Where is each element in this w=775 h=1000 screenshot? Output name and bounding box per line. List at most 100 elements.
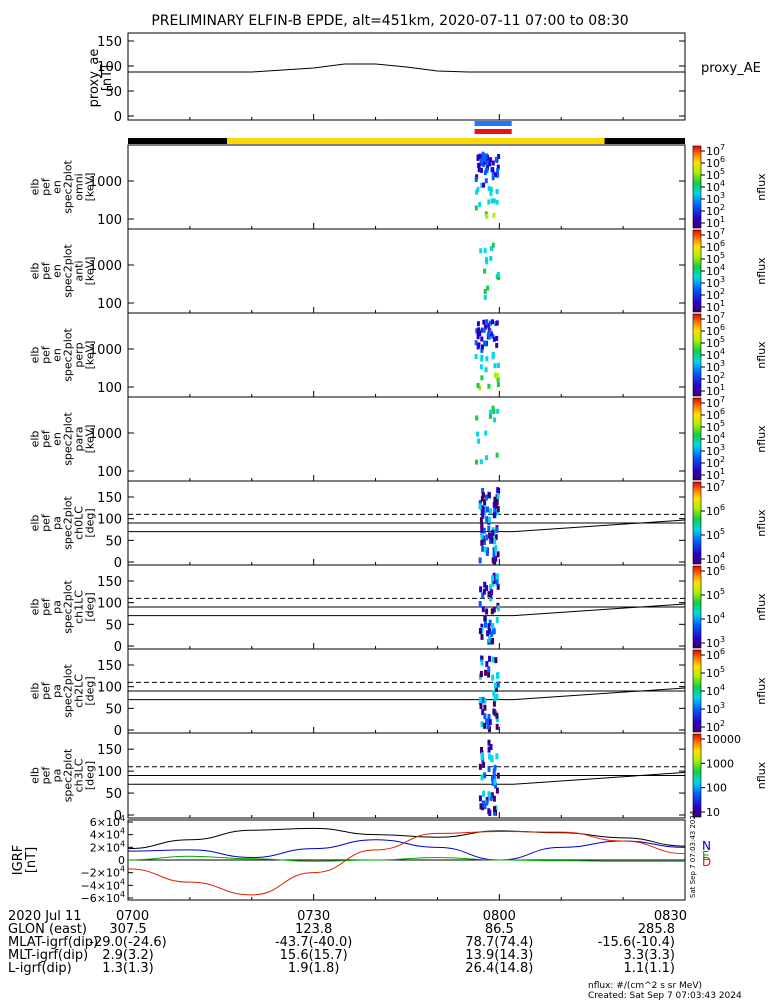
spectrogram-cell <box>486 285 490 291</box>
spectrogram-cell <box>488 516 491 523</box>
igrf-legend-e: E <box>702 849 710 863</box>
colorbar-tick-label: 107 <box>706 227 725 242</box>
spectrogram-cell <box>489 255 493 261</box>
spectrogram-cell <box>489 246 493 252</box>
spectrogram-cell <box>491 626 495 633</box>
colorbar-tick-label: 103 <box>706 359 725 374</box>
spectrogram-cell <box>497 154 501 159</box>
spectrogram-cell <box>483 615 487 622</box>
panel-ylabel-line-3: spec2plot <box>61 412 74 466</box>
panel-ytick-label: 100 <box>97 465 122 480</box>
spectrogram-cell <box>482 159 486 165</box>
spectrogram-cell <box>489 186 493 192</box>
colorbar <box>692 565 702 649</box>
spectrogram-cell <box>496 506 500 513</box>
igrf-ytick-label: −6×104 <box>81 890 125 905</box>
spectrogram-cell <box>490 608 494 615</box>
spectrogram-cell <box>489 537 492 544</box>
colorbar-tick-label: 102 <box>706 203 725 218</box>
spectrogram-cell <box>491 529 495 536</box>
spectrogram-cell <box>496 493 500 499</box>
created-stamp: Created: Sat Sep 7 07:03:43 2024 <box>588 991 742 1000</box>
spectrogram-cell <box>480 167 483 173</box>
igrf-lines <box>127 827 686 896</box>
spectrogram-cell <box>480 659 484 666</box>
spectrogram-cell <box>487 591 491 598</box>
footer-cell: 1.3(1.3) <box>102 961 154 976</box>
ae-ytick-label: 150 <box>97 35 122 50</box>
ae-panel: 150 100 50 0 proxy_ae[nT] proxy_AE <box>87 32 761 125</box>
spectrogram-cell <box>480 633 484 640</box>
ae-ylabel-line-1: [nT] <box>100 65 115 91</box>
spectrogram-cell <box>489 794 493 801</box>
panel-ylabel-line-4: anti <box>72 260 85 281</box>
spectrogram-cell <box>494 545 498 552</box>
panel-ylabel-line-4: para <box>72 427 85 452</box>
spectrogram-cell <box>493 172 497 178</box>
spectrogram-cell <box>493 764 497 771</box>
spectrogram-cell <box>488 161 492 167</box>
spectrogram-cell <box>483 697 487 704</box>
spectrogram-cell <box>474 176 478 182</box>
colorbar-tick-label: 106 <box>706 563 725 578</box>
spectrogram-cell <box>485 356 489 362</box>
spectrogram-cell <box>491 575 495 582</box>
spectrogram-cell <box>493 778 497 785</box>
spectrogram-cell <box>496 772 500 779</box>
spectrogram-cell <box>484 430 488 436</box>
science-zone-bars <box>474 121 512 134</box>
colorbar-label: nflux <box>755 341 768 369</box>
spectrogram-cell <box>476 155 480 161</box>
spectrogram-cell <box>484 367 488 373</box>
panel-ylabel-line-5: [keV] <box>83 341 96 370</box>
colorbar-tick-label: 102 <box>706 455 725 470</box>
panel-ylabel-line-4: ch3LC <box>72 758 85 792</box>
panel-ylabel-line-4: ch1LC <box>72 590 85 624</box>
panel-ylabel-line-3: spec2plot <box>61 328 74 382</box>
colorbar-tick-label: 107 <box>706 395 725 410</box>
panel-ylabel-line-2: pa <box>50 769 63 783</box>
panel-ylabel-line-0: elb <box>28 515 41 532</box>
colorbar-tick-label: 105 <box>706 665 725 680</box>
footer-cell: 26.4(14.8) <box>465 961 533 976</box>
spectrogram-cell <box>492 773 496 780</box>
spectrogram-cell <box>492 700 496 707</box>
panel-ylabel-line-2: pa <box>50 684 63 698</box>
panel-ylabel-line-2: en <box>50 264 63 278</box>
spectrogram-cell <box>495 499 499 506</box>
igrf-stamp: Sat Sep 7 07:03:43 2024 <box>689 810 697 898</box>
spectrogram-cell <box>474 354 478 360</box>
panel-3: 1000100elbpefenspec2plotpara[keV]1071061… <box>28 395 768 482</box>
colorbar-tick-label: 104 <box>706 431 725 446</box>
ae-yticks: 150 100 50 0 <box>97 35 685 125</box>
spectrogram-cell <box>478 795 482 802</box>
panel-ytick-label: 1000 <box>89 259 122 274</box>
igrf-ylabel-line-0: IGRF <box>11 845 26 875</box>
spectrogram-cell <box>490 755 494 762</box>
spectrogram-cell <box>495 342 499 348</box>
footer-cell: 0730 <box>297 909 330 924</box>
spectrogram-cell <box>495 712 499 719</box>
spectrogram-cell <box>487 808 491 815</box>
igrf-line-E <box>127 855 685 862</box>
igrf-line-total <box>127 827 686 850</box>
colorbar-tick-label: 103 <box>706 635 725 650</box>
spectrogram-cell <box>480 747 483 753</box>
panel-ylabel-line-4: ch0LC <box>72 506 85 540</box>
panel-frame <box>127 228 686 314</box>
spectrogram-cell <box>490 198 494 204</box>
panel-ytick-label: 150 <box>97 659 122 674</box>
footer-cell: 3.3(3.3) <box>624 948 676 963</box>
spectrogram-cell <box>481 492 485 499</box>
spectrogram-cell <box>483 268 487 274</box>
spectrogram-cell <box>482 801 485 808</box>
spectrogram-cell <box>496 168 500 174</box>
spectrogram-cell <box>480 354 484 360</box>
spectrogram-cell <box>481 592 485 599</box>
panel-ylabel-line-5: [deg] <box>83 508 96 537</box>
colorbar-tick-label: 104 <box>706 683 725 698</box>
spectrogram-cell <box>474 205 478 211</box>
